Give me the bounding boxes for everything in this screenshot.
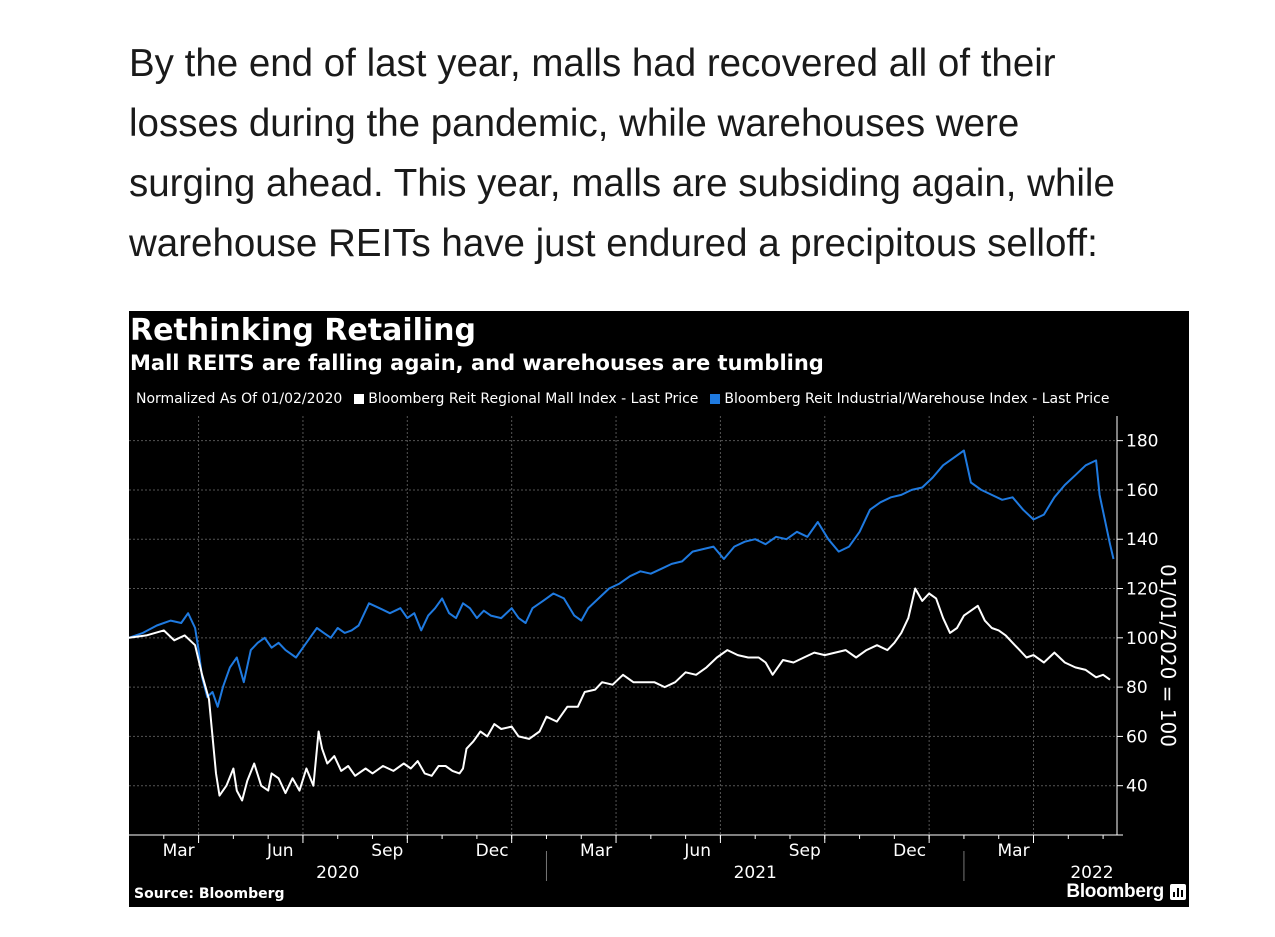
legend-swatch-warehouse bbox=[710, 394, 721, 404]
y-tick-label: 100 bbox=[1126, 629, 1158, 649]
bloomberg-logo: Bloomberg bbox=[1066, 881, 1186, 903]
article-line: surging ahead. This year, malls are subs… bbox=[129, 162, 1115, 205]
chart-title: Rethinking Retailing bbox=[130, 313, 477, 348]
bar-chart-icon bbox=[1170, 884, 1186, 900]
article-paragraph: By the end of last year, malls had recov… bbox=[129, 34, 1209, 274]
legend-swatch-mall bbox=[354, 394, 365, 404]
x-tick-label: Dec bbox=[476, 841, 509, 861]
x-tick-label: Mar bbox=[163, 841, 195, 861]
legend-label-mall: Bloomberg Reit Regional Mall Index - Las… bbox=[368, 391, 699, 407]
y-tick-label: 160 bbox=[1126, 481, 1158, 501]
y-tick-label: 40 bbox=[1126, 777, 1148, 797]
x-tick-label: Sep bbox=[371, 841, 403, 861]
x-tick-label: Sep bbox=[789, 841, 821, 861]
chart-legend: Normalized As Of 01/02/2020 Bloomberg Re… bbox=[136, 391, 1109, 407]
y-tick-label: 60 bbox=[1126, 727, 1148, 747]
year-label: 2022 bbox=[1070, 863, 1113, 883]
chart-source: Source: Bloomberg bbox=[134, 886, 285, 902]
grid bbox=[129, 416, 1117, 835]
legend-note: Normalized As Of 01/02/2020 bbox=[136, 391, 343, 407]
x-tick-label: Mar bbox=[998, 841, 1030, 861]
warehouse-index-line bbox=[129, 449, 1115, 708]
chart-subtitle: Mall REITS are falling again, and wareho… bbox=[130, 351, 824, 375]
article-line: losses during the pandemic, while wareho… bbox=[129, 102, 1020, 145]
x-tick-label: Jun bbox=[683, 841, 711, 861]
legend-label-warehouse: Bloomberg Reit Industrial/Warehouse Inde… bbox=[724, 391, 1110, 407]
x-tick-label: Dec bbox=[893, 841, 926, 861]
x-tick-label: Mar bbox=[580, 841, 612, 861]
y-tick-label: 180 bbox=[1126, 432, 1158, 452]
y-tick-label: 120 bbox=[1126, 580, 1158, 600]
y-axis-label: 01/01/2020 = 100 bbox=[1156, 564, 1180, 747]
chart-plot: 40 60 80 100 120 140 160 180 Mar Jun Sep Dec Mar Jun S… bbox=[129, 416, 1180, 883]
series-lines bbox=[129, 449, 1115, 802]
year-label: 2021 bbox=[734, 863, 777, 883]
article-line: warehouse REITs have just endured a prec… bbox=[129, 222, 1098, 265]
mall-index-line bbox=[129, 587, 1111, 802]
axes: 40 60 80 100 120 140 160 180 Mar Jun Sep Dec Mar Jun S… bbox=[129, 416, 1180, 883]
y-tick-label: 80 bbox=[1126, 678, 1148, 698]
brand-text: Bloomberg bbox=[1066, 881, 1164, 902]
y-tick-label: 140 bbox=[1126, 530, 1158, 550]
article-line: By the end of last year, malls had recov… bbox=[129, 42, 1056, 85]
x-tick-label: Jun bbox=[266, 841, 294, 861]
chart-panel: Rethinking Retailing Mall REITS are fall… bbox=[129, 311, 1189, 907]
year-label: 2020 bbox=[316, 863, 359, 883]
